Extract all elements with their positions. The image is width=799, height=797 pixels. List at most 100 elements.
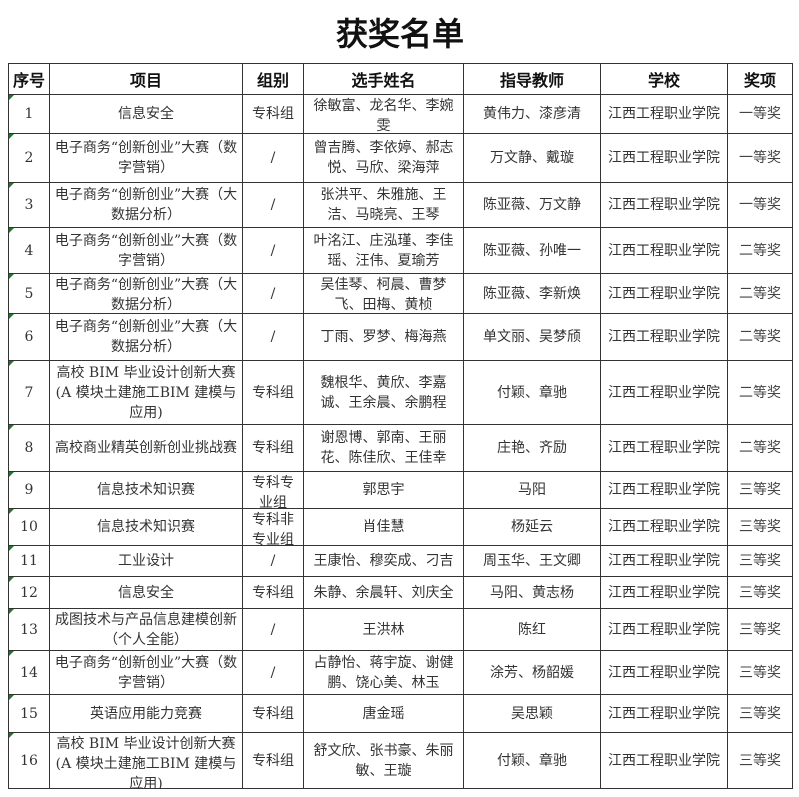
cell-award[interactable]: 二等奖 [727, 273, 793, 314]
cell-group[interactable]: 专科组 [242, 576, 304, 609]
cell-group[interactable]: / [242, 313, 304, 361]
cell-award[interactable]: 二等奖 [727, 424, 793, 472]
cell-no[interactable]: 13 [8, 608, 50, 651]
cell-group[interactable]: 专科组 [242, 732, 304, 789]
cell-teachers[interactable]: 陈亚薇、孙唯一 [463, 227, 601, 274]
cell-teachers[interactable]: 庄艳、齐励 [463, 424, 601, 472]
cell-project[interactable]: 电子商务“创新创业”大赛（大数据分析） [49, 313, 243, 361]
cell-no[interactable]: 15 [8, 694, 50, 733]
cell-school[interactable]: 江西工程职业学院 [600, 227, 728, 274]
cell-group[interactable]: 专科组 [242, 94, 304, 134]
cell-no[interactable]: 6 [8, 313, 50, 361]
cell-no[interactable]: 10 [8, 508, 50, 546]
cell-students[interactable]: 曾吉腾、李依婷、郝志悦、马欣、梁海萍 [303, 133, 464, 183]
cell-teachers[interactable]: 马阳 [463, 471, 601, 509]
cell-students[interactable]: 王洪林 [303, 608, 464, 651]
cell-no[interactable]: 16 [8, 732, 50, 789]
cell-students[interactable]: 叶洺江、庄泓瑾、李佳瑶、汪伟、夏瑜芳 [303, 227, 464, 274]
cell-award[interactable]: 三等奖 [727, 608, 793, 651]
cell-project[interactable]: 成图技术与产品信息建模创新（个人全能） [49, 608, 243, 651]
cell-award[interactable]: 三等奖 [727, 508, 793, 546]
cell-no[interactable]: 4 [8, 227, 50, 274]
cell-group[interactable]: / [242, 608, 304, 651]
cell-group[interactable]: / [242, 182, 304, 228]
cell-group[interactable]: / [242, 650, 304, 695]
cell-no[interactable]: 9 [8, 471, 50, 509]
cell-award[interactable]: 一等奖 [727, 133, 793, 183]
cell-school[interactable]: 江西工程职业学院 [600, 94, 728, 134]
cell-students[interactable]: 丁雨、罗梦、梅海燕 [303, 313, 464, 361]
cell-teachers[interactable]: 付颖、章驰 [463, 732, 601, 789]
cell-students[interactable]: 占静怡、蒋宇旋、谢健鹏、饶心美、林玉 [303, 650, 464, 695]
cell-students[interactable]: 徐敏富、龙名华、李婉雯 [303, 94, 464, 134]
cell-school[interactable]: 江西工程职业学院 [600, 273, 728, 314]
cell-no[interactable]: 12 [8, 576, 50, 609]
cell-students[interactable]: 舒文欣、张书豪、朱丽敏、王璇 [303, 732, 464, 789]
cell-teachers[interactable]: 万文静、戴璇 [463, 133, 601, 183]
cell-project[interactable]: 工业设计 [49, 545, 243, 577]
cell-students[interactable]: 吴佳琴、柯晨、曹梦飞、田梅、黄桢 [303, 273, 464, 314]
cell-group[interactable]: / [242, 227, 304, 274]
cell-no[interactable]: 11 [8, 545, 50, 577]
cell-no[interactable]: 5 [8, 273, 50, 314]
cell-school[interactable]: 江西工程职业学院 [600, 545, 728, 577]
cell-project[interactable]: 电子商务“创新创业”大赛（数字营销） [49, 650, 243, 695]
cell-group[interactable]: / [242, 545, 304, 577]
cell-group[interactable]: 专科非专业组 [242, 508, 304, 546]
cell-project[interactable]: 高校 BIM 毕业设计创新大赛(A 模块土建施工BIM 建模与应用) [49, 360, 243, 425]
cell-students[interactable]: 魏根华、黄欣、李嘉诚、王余晨、余鹏程 [303, 360, 464, 425]
cell-school[interactable]: 江西工程职业学院 [600, 576, 728, 609]
cell-school[interactable]: 江西工程职业学院 [600, 360, 728, 425]
cell-teachers[interactable]: 黄伟力、漆彦清 [463, 94, 601, 134]
cell-students[interactable]: 王康怡、穆奕成、刁吉 [303, 545, 464, 577]
cell-group[interactable]: 专科组 [242, 360, 304, 425]
cell-teachers[interactable]: 杨延云 [463, 508, 601, 546]
cell-award[interactable]: 一等奖 [727, 182, 793, 228]
cell-students[interactable]: 谢恩博、郭南、王丽花、陈佳欣、王佳幸 [303, 424, 464, 472]
cell-school[interactable]: 江西工程职业学院 [600, 313, 728, 361]
cell-teachers[interactable]: 马阳、黄志杨 [463, 576, 601, 609]
cell-award[interactable]: 三等奖 [727, 576, 793, 609]
cell-project[interactable]: 高校 BIM 毕业设计创新大赛(A 模块土建施工BIM 建模与应用) [49, 732, 243, 789]
cell-project[interactable]: 信息技术知识赛 [49, 508, 243, 546]
cell-group[interactable]: / [242, 273, 304, 314]
cell-teachers[interactable]: 周玉华、王文卿 [463, 545, 601, 577]
cell-project[interactable]: 电子商务“创新创业”大赛（数字营销） [49, 227, 243, 274]
cell-teachers[interactable]: 陈亚薇、李新焕 [463, 273, 601, 314]
cell-no[interactable]: 8 [8, 424, 50, 472]
cell-students[interactable]: 肖佳慧 [303, 508, 464, 546]
cell-school[interactable]: 江西工程职业学院 [600, 182, 728, 228]
cell-award[interactable]: 二等奖 [727, 227, 793, 274]
cell-award[interactable]: 三等奖 [727, 732, 793, 789]
cell-no[interactable]: 2 [8, 133, 50, 183]
cell-award[interactable]: 三等奖 [727, 650, 793, 695]
cell-award[interactable]: 三等奖 [727, 545, 793, 577]
cell-group[interactable]: 专科组 [242, 694, 304, 733]
cell-students[interactable]: 郭思宇 [303, 471, 464, 509]
cell-award[interactable]: 三等奖 [727, 471, 793, 509]
cell-award[interactable]: 一等奖 [727, 94, 793, 134]
cell-award[interactable]: 二等奖 [727, 360, 793, 425]
cell-students[interactable]: 唐金瑶 [303, 694, 464, 733]
cell-group[interactable]: 专科组 [242, 424, 304, 472]
cell-teachers[interactable]: 涂芳、杨韶媛 [463, 650, 601, 695]
cell-no[interactable]: 1 [8, 94, 50, 134]
cell-project[interactable]: 信息技术知识赛 [49, 471, 243, 509]
cell-school[interactable]: 江西工程职业学院 [600, 508, 728, 546]
cell-school[interactable]: 江西工程职业学院 [600, 732, 728, 789]
cell-project[interactable]: 信息安全 [49, 94, 243, 134]
cell-award[interactable]: 二等奖 [727, 313, 793, 361]
cell-students[interactable]: 张洪平、朱雅施、王洁、马晓亮、王琴 [303, 182, 464, 228]
cell-project[interactable]: 电子商务“创新创业”大赛（大数据分析） [49, 273, 243, 314]
cell-no[interactable]: 14 [8, 650, 50, 695]
cell-teachers[interactable]: 吴思颖 [463, 694, 601, 733]
cell-school[interactable]: 江西工程职业学院 [600, 133, 728, 183]
cell-teachers[interactable]: 陈亚薇、万文静 [463, 182, 601, 228]
cell-school[interactable]: 江西工程职业学院 [600, 694, 728, 733]
cell-project[interactable]: 电子商务“创新创业”大赛（数字营销） [49, 133, 243, 183]
cell-project[interactable]: 信息安全 [49, 576, 243, 609]
cell-students[interactable]: 朱静、余晨轩、刘庆全 [303, 576, 464, 609]
cell-group[interactable]: / [242, 133, 304, 183]
cell-school[interactable]: 江西工程职业学院 [600, 471, 728, 509]
cell-group[interactable]: 专科专业组 [242, 471, 304, 509]
